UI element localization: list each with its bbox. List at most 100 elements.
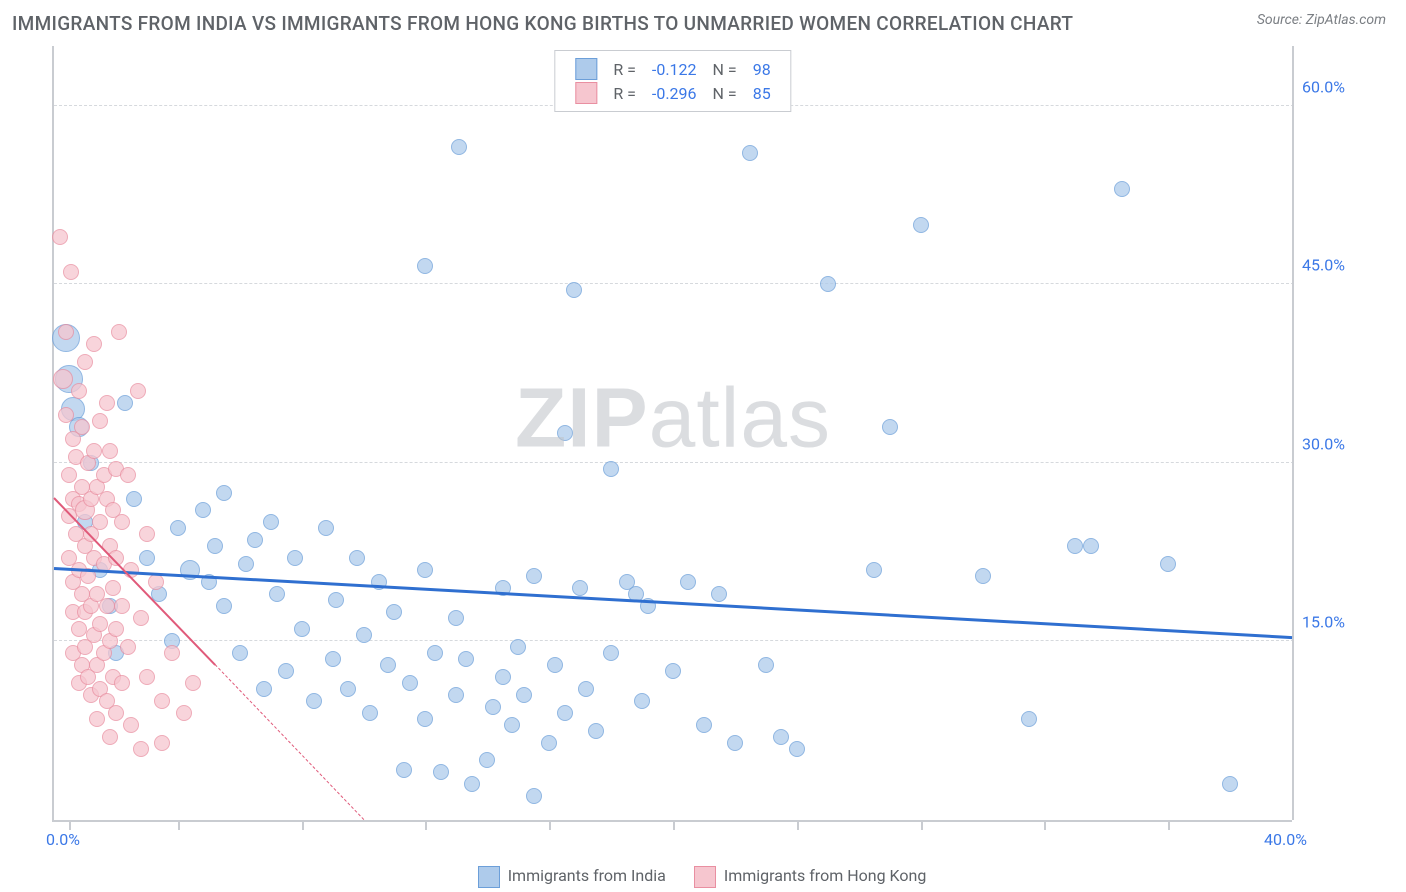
data-point-hongkong xyxy=(86,443,102,459)
gridline xyxy=(54,462,1294,463)
data-point-india xyxy=(451,139,467,155)
data-point-india xyxy=(126,491,142,507)
data-point-hongkong xyxy=(53,369,73,389)
data-point-india xyxy=(380,657,396,673)
data-point-india xyxy=(207,538,223,554)
data-point-hongkong xyxy=(154,693,170,709)
x-tick xyxy=(69,820,71,830)
data-point-india xyxy=(396,762,412,778)
source-label: Source: ZipAtlas.com xyxy=(1257,12,1386,28)
data-point-india xyxy=(603,645,619,661)
data-point-hongkong xyxy=(71,621,87,637)
data-point-india xyxy=(402,675,418,691)
data-point-india xyxy=(448,610,464,626)
data-point-india xyxy=(427,645,443,661)
data-point-india xyxy=(433,764,449,780)
data-point-india xyxy=(742,145,758,161)
data-point-india xyxy=(386,604,402,620)
y-tick-label: 30.0% xyxy=(1302,434,1382,453)
data-point-india xyxy=(789,741,805,757)
data-point-india xyxy=(328,592,344,608)
data-point-india xyxy=(866,562,882,578)
data-point-hongkong xyxy=(58,407,74,423)
data-point-india xyxy=(306,693,322,709)
data-point-india xyxy=(117,395,133,411)
legend-r-value: -0.296 xyxy=(644,81,705,105)
x-tick xyxy=(302,820,304,830)
data-point-india xyxy=(479,752,495,768)
data-point-india xyxy=(349,550,365,566)
data-point-india xyxy=(603,461,619,477)
x-tick xyxy=(921,820,923,830)
data-point-india xyxy=(464,776,480,792)
data-point-india xyxy=(557,705,573,721)
legend-top: R =-0.122N =98R =-0.296N =85 xyxy=(554,50,791,112)
data-point-india xyxy=(325,651,341,667)
data-point-hongkong xyxy=(111,324,127,340)
data-point-hongkong xyxy=(120,467,136,483)
watermark: ZIPatlas xyxy=(515,369,831,466)
data-point-india xyxy=(1021,711,1037,727)
data-point-hongkong xyxy=(89,711,105,727)
data-point-india xyxy=(665,663,681,679)
data-point-india xyxy=(1114,181,1130,197)
data-point-india xyxy=(696,717,712,733)
data-point-india xyxy=(516,687,532,703)
legend-r-value: -0.122 xyxy=(644,57,705,81)
data-point-india xyxy=(170,520,186,536)
x-tick xyxy=(178,820,180,830)
data-point-hongkong xyxy=(74,419,90,435)
data-point-hongkong xyxy=(105,580,121,596)
data-point-india xyxy=(526,568,542,584)
y-tick-label: 60.0% xyxy=(1302,77,1382,96)
legend-n-value: 85 xyxy=(745,81,779,105)
data-point-hongkong xyxy=(176,705,192,721)
data-point-hongkong xyxy=(102,443,118,459)
data-point-india xyxy=(727,735,743,751)
x-axis-min-label: 0.0% xyxy=(46,830,80,849)
data-point-hongkong xyxy=(139,526,155,542)
legend-item: Immigrants from Hong Kong xyxy=(694,866,926,888)
y-tick-label: 15.0% xyxy=(1302,613,1382,632)
data-point-india xyxy=(680,574,696,590)
data-point-india xyxy=(256,681,272,697)
data-point-hongkong xyxy=(92,616,108,632)
data-point-india xyxy=(913,217,929,233)
data-point-hongkong xyxy=(71,383,87,399)
data-point-hongkong xyxy=(148,574,164,590)
legend-n-label: N = xyxy=(705,57,745,81)
x-tick xyxy=(673,820,675,830)
data-point-india xyxy=(216,598,232,614)
data-point-hongkong xyxy=(108,705,124,721)
data-point-india xyxy=(758,657,774,673)
data-point-india xyxy=(139,550,155,566)
data-point-india xyxy=(287,550,303,566)
data-point-india xyxy=(547,657,563,673)
x-tick xyxy=(1168,820,1170,830)
x-tick xyxy=(425,820,427,830)
x-axis-max-label: 40.0% xyxy=(1264,830,1307,849)
data-point-india xyxy=(578,681,594,697)
data-point-india xyxy=(458,651,474,667)
legend-n-value: 98 xyxy=(745,57,779,81)
data-point-india xyxy=(362,705,378,721)
data-point-india xyxy=(263,514,279,530)
gridline xyxy=(54,640,1294,641)
data-point-india xyxy=(269,586,285,602)
data-point-india xyxy=(448,687,464,703)
data-point-hongkong xyxy=(102,729,118,745)
data-point-hongkong xyxy=(154,735,170,751)
data-point-india xyxy=(356,627,372,643)
chart-container: Births to Unmarried Women ZIPatlas R =-0… xyxy=(12,46,1392,842)
data-point-india xyxy=(247,532,263,548)
legend-r-label: R = xyxy=(605,57,644,81)
data-point-india xyxy=(572,580,588,596)
data-point-india xyxy=(882,419,898,435)
data-point-india xyxy=(340,681,356,697)
data-point-india xyxy=(557,425,573,441)
data-point-india xyxy=(541,735,557,751)
data-point-india xyxy=(417,711,433,727)
data-point-hongkong xyxy=(114,514,130,530)
data-point-india xyxy=(294,621,310,637)
x-tick xyxy=(1044,820,1046,830)
